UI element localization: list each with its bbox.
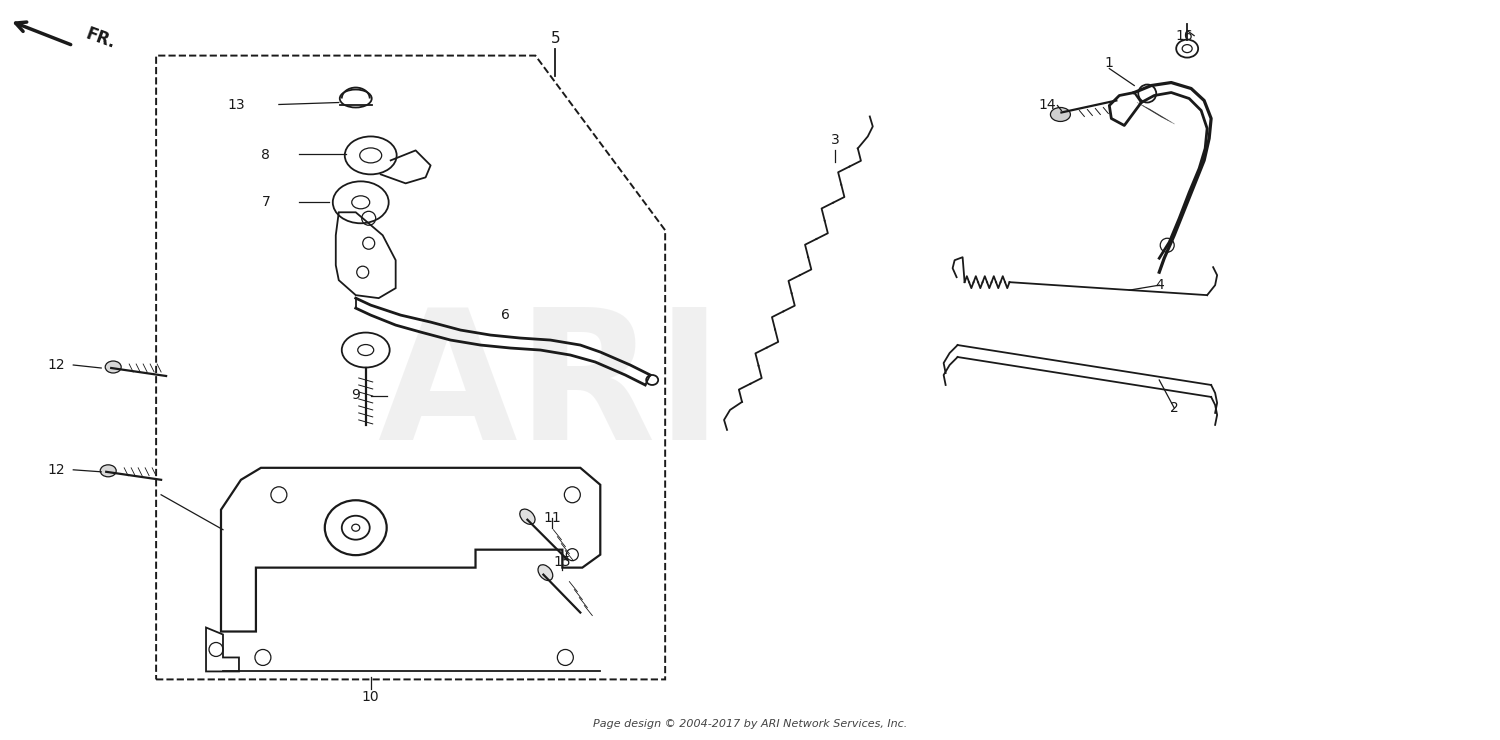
Text: 4: 4 bbox=[1155, 278, 1164, 292]
Text: 2: 2 bbox=[1170, 401, 1179, 415]
Text: 8: 8 bbox=[261, 149, 270, 162]
Text: ARI: ARI bbox=[378, 302, 723, 478]
Text: FR.: FR. bbox=[84, 25, 118, 53]
Text: 10: 10 bbox=[362, 690, 380, 704]
Text: 16: 16 bbox=[1176, 29, 1192, 43]
Ellipse shape bbox=[100, 465, 116, 477]
Text: 12: 12 bbox=[48, 462, 64, 477]
Ellipse shape bbox=[105, 361, 122, 373]
Text: 5: 5 bbox=[550, 31, 560, 46]
Text: 15: 15 bbox=[554, 555, 572, 568]
Text: 6: 6 bbox=[501, 308, 510, 322]
Text: 11: 11 bbox=[543, 511, 561, 525]
Ellipse shape bbox=[1050, 107, 1071, 121]
Text: 9: 9 bbox=[351, 388, 360, 402]
Ellipse shape bbox=[538, 565, 554, 580]
Text: 12: 12 bbox=[48, 358, 64, 372]
Text: 14: 14 bbox=[1038, 98, 1056, 112]
Text: 7: 7 bbox=[261, 195, 270, 209]
Text: Page design © 2004-2017 by ARI Network Services, Inc.: Page design © 2004-2017 by ARI Network S… bbox=[592, 719, 908, 730]
Text: 3: 3 bbox=[831, 133, 839, 147]
Text: 1: 1 bbox=[1106, 56, 1114, 70]
Text: 13: 13 bbox=[226, 98, 244, 112]
Ellipse shape bbox=[520, 509, 536, 525]
